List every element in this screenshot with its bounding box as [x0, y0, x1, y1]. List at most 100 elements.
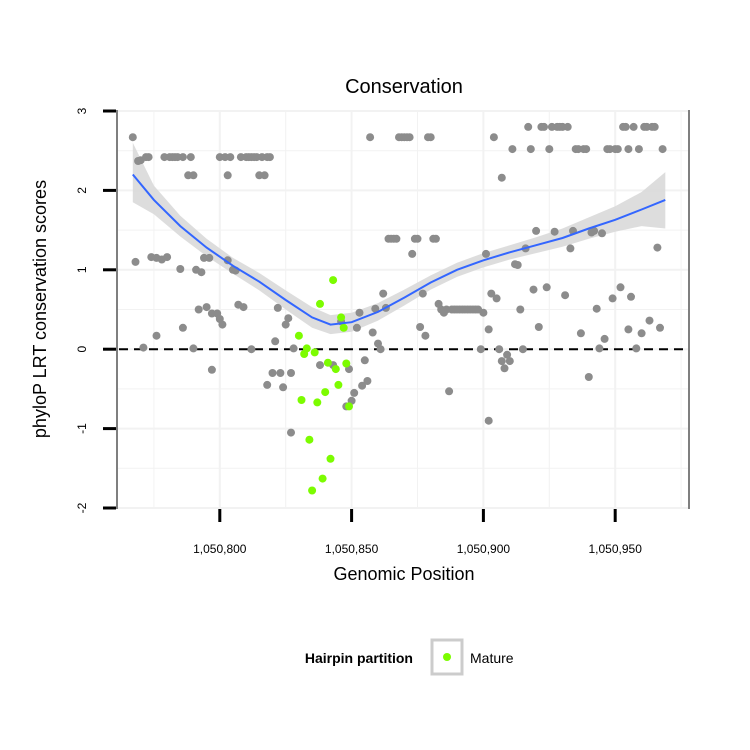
other-point [445, 387, 454, 396]
other-point [545, 145, 554, 154]
other-point [207, 365, 216, 374]
mature-point [331, 365, 340, 374]
other-point [152, 331, 161, 340]
other-point [529, 285, 538, 294]
other-point [363, 377, 372, 385]
other-point [413, 234, 422, 243]
other-point [379, 289, 388, 298]
other-point [271, 337, 280, 346]
y-tick-label: 3 [75, 107, 89, 114]
other-point [268, 369, 277, 377]
other-point [487, 289, 496, 298]
other-point [566, 244, 575, 253]
other-points [128, 122, 667, 437]
other-point [540, 122, 548, 131]
other-point [489, 133, 498, 142]
chart-title: Conservation [345, 76, 463, 98]
other-point [368, 328, 377, 337]
y-tick-label: 2 [75, 187, 89, 194]
other-point [131, 257, 140, 266]
mature-point [310, 348, 319, 357]
other-point [503, 350, 512, 359]
other-point [598, 229, 606, 238]
other-point [279, 383, 288, 392]
y-tick-label: -1 [75, 423, 89, 434]
mature-point [302, 344, 311, 353]
y-axis-ticks: -2 -1 0 1 2 3 [75, 107, 116, 513]
mature-point [329, 276, 338, 285]
other-point [505, 357, 514, 366]
x-axis-label: Genomic Position [333, 564, 474, 584]
mature-point [323, 358, 332, 367]
other-point [144, 153, 153, 162]
y-tick-label: 0 [75, 346, 89, 353]
other-point [653, 243, 662, 252]
other-point [426, 133, 435, 142]
mature-point [337, 313, 346, 322]
other-point [584, 373, 593, 381]
other-point [608, 294, 617, 303]
other-point [624, 325, 633, 334]
mature-point [313, 398, 322, 407]
other-point [500, 364, 509, 373]
other-point [492, 294, 501, 303]
other-point [479, 308, 488, 317]
other-point [508, 145, 517, 154]
other-point [276, 369, 285, 377]
other-point [592, 304, 601, 313]
mature-point [345, 402, 353, 411]
other-point [189, 344, 198, 353]
smooth-trend-line [132, 173, 666, 326]
other-point [352, 323, 361, 332]
other-point [534, 323, 543, 331]
other-point [392, 234, 401, 243]
x-tick-label: 1,050,850 [325, 542, 379, 556]
other-point [658, 145, 667, 154]
other-point [418, 289, 427, 298]
other-point [624, 145, 633, 154]
other-point [431, 234, 440, 243]
other-point [561, 291, 570, 300]
x-tick-label: 1,050,950 [588, 542, 642, 556]
other-point [516, 305, 525, 314]
mature-point [342, 359, 351, 368]
mature-point [297, 396, 306, 404]
other-point [273, 303, 282, 312]
mature-point [305, 435, 314, 444]
other-point [194, 305, 203, 314]
other-point [634, 145, 643, 154]
other-point [590, 226, 599, 235]
other-point [358, 381, 367, 390]
other-point [405, 133, 414, 142]
y-tick-label: -2 [75, 502, 89, 513]
other-point [524, 122, 533, 131]
other-point [629, 122, 638, 131]
other-point [178, 323, 187, 332]
legend: Hairpin partition Mature [305, 638, 514, 676]
other-point [176, 265, 185, 273]
other-point [576, 329, 585, 338]
legend-label-mature: Mature [470, 650, 514, 666]
other-point [128, 133, 137, 142]
other-point [178, 153, 187, 162]
other-point [416, 323, 425, 331]
other-point [355, 308, 364, 317]
other-point [497, 173, 506, 182]
x-tick-label: 1,050,900 [457, 542, 511, 556]
other-point [189, 171, 198, 180]
mature-point [339, 323, 348, 332]
x-tick-label: 1,050,800 [193, 542, 247, 556]
other-point [186, 153, 195, 162]
other-point [366, 133, 375, 142]
other-point [408, 249, 417, 258]
other-point [223, 256, 232, 265]
other-point [613, 145, 622, 154]
other-point [563, 122, 572, 131]
other-point [239, 303, 248, 312]
other-point [550, 227, 559, 236]
other-point [595, 344, 604, 353]
mature-point [294, 331, 303, 340]
other-point [645, 316, 654, 325]
other-point [289, 344, 298, 353]
